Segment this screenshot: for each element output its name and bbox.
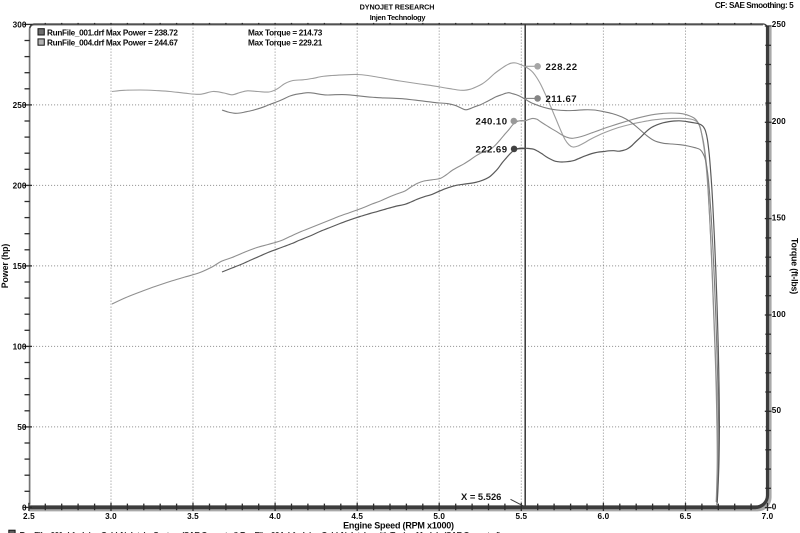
svg-text:100: 100 (772, 310, 786, 319)
svg-text:300: 300 (13, 21, 27, 30)
svg-text:Injen Technology: Injen Technology (370, 13, 427, 22)
svg-text:RunFile_001.drf = Injen Cold A: RunFile_001.drf = Injen Cold Air Intake … (20, 531, 502, 533)
svg-text:50: 50 (17, 423, 27, 432)
svg-text:6.5: 6.5 (680, 512, 692, 521)
svg-text:0: 0 (772, 503, 777, 512)
svg-text:RunFile_004.drf Max Power = 24: RunFile_004.drf Max Power = 244.67 (47, 39, 178, 48)
svg-text:Max Torque = 229.21: Max Torque = 229.21 (248, 39, 323, 48)
svg-text:50: 50 (772, 406, 782, 415)
svg-text:0: 0 (22, 504, 27, 513)
svg-text:150: 150 (772, 214, 786, 223)
svg-text:240.10: 240.10 (475, 117, 507, 128)
svg-text:5.5: 5.5 (515, 512, 527, 521)
svg-text:3.5: 3.5 (187, 512, 199, 521)
svg-text:Engine Speed (RPM x1000): Engine Speed (RPM x1000) (343, 520, 454, 530)
svg-text:228.22: 228.22 (546, 62, 578, 73)
svg-text:3.0: 3.0 (105, 512, 117, 521)
svg-text:DYNOJET RESEARCH: DYNOJET RESEARCH (360, 3, 435, 12)
svg-text:CF: SAE Smoothing: 5: CF: SAE Smoothing: 5 (715, 1, 794, 10)
svg-text:5.0: 5.0 (433, 512, 445, 521)
svg-text:250: 250 (772, 20, 786, 29)
svg-text:200: 200 (13, 182, 27, 191)
svg-text:RunFile_001.drf Max Power = 23: RunFile_001.drf Max Power = 238.72 (47, 28, 178, 37)
svg-text:200: 200 (772, 117, 786, 126)
svg-text:Max Torque = 214.73: Max Torque = 214.73 (248, 28, 323, 37)
svg-text:X = 5.526: X = 5.526 (461, 491, 501, 502)
svg-text:211.67: 211.67 (546, 94, 578, 105)
svg-text:4.5: 4.5 (351, 512, 363, 521)
svg-text:2.5: 2.5 (23, 512, 35, 521)
svg-text:4.0: 4.0 (269, 512, 281, 521)
svg-text:Power (hp): Power (hp) (0, 244, 10, 289)
svg-text:150: 150 (13, 262, 27, 271)
svg-text:7.0: 7.0 (762, 512, 774, 521)
svg-text:250: 250 (13, 101, 27, 110)
svg-text:222.69: 222.69 (475, 145, 507, 156)
svg-text:Torque (ft-lbs): Torque (ft-lbs) (790, 238, 800, 294)
svg-text:6.0: 6.0 (598, 512, 610, 521)
svg-text:100: 100 (13, 343, 27, 352)
